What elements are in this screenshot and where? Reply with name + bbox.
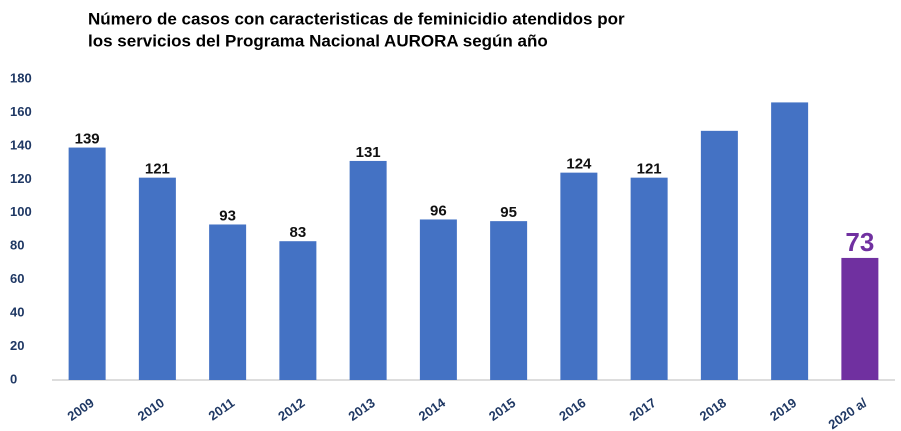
y-tick-label: 60 [10,271,24,286]
value-label: 73 [845,227,874,257]
value-label: 93 [219,207,236,224]
bar [630,177,668,380]
x-tick-label: 2015 [486,395,518,424]
y-tick-label: 140 [10,137,32,152]
y-tick-label: 120 [10,171,32,186]
value-label: 131 [356,144,381,161]
y-tick-label: 100 [10,204,32,219]
y-tick-label: 0 [10,371,17,386]
bar [841,257,879,380]
bar [279,241,317,380]
x-tick-label: 2011 [206,395,238,423]
bar [68,147,106,380]
chart-title: Número de casos con caracteristicas de f… [88,9,625,28]
value-label: 83 [290,224,307,241]
bar [138,177,176,380]
bar [209,224,247,380]
bar [700,130,738,380]
bar [771,102,809,381]
value-label: 96 [430,202,447,219]
chart-title: los servicios del Programa Nacional AURO… [88,31,548,50]
x-tick-label: 2010 [135,395,167,424]
x-tick-label: 2016 [556,395,588,424]
x-tick-label: 2009 [65,395,97,424]
bar [560,172,598,380]
y-tick-label: 20 [10,338,24,353]
y-tick-label: 40 [10,305,24,320]
x-tick-label: 2017 [627,395,659,424]
bar [349,160,387,380]
value-label: 95 [500,204,517,221]
x-tick-label: 2013 [346,395,378,424]
x-tick-label: 2019 [767,395,799,424]
x-tick-label: 2020 a/ [825,395,869,431]
x-tick-label: 2012 [275,395,307,424]
value-label: 124 [566,156,592,173]
y-tick-label: 80 [10,238,24,253]
value-label: 121 [145,161,170,178]
y-tick-label: 180 [10,70,32,85]
y-tick-label: 160 [10,104,32,119]
x-tick-label: 2018 [697,395,729,424]
bar [490,221,528,380]
value-label: 139 [75,131,100,148]
bar [419,219,457,380]
x-tick-label: 2014 [416,395,449,424]
value-label: 121 [637,161,662,178]
